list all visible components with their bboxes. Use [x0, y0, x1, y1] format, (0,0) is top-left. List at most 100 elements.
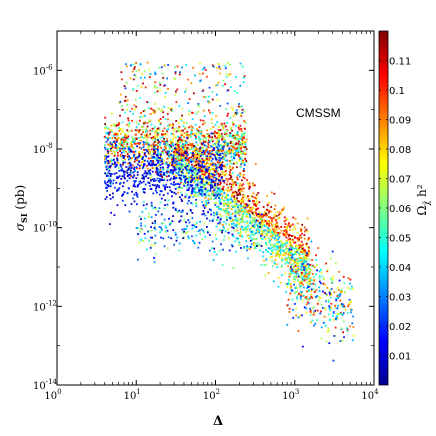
- data-point: [243, 164, 246, 166]
- data-point: [132, 113, 134, 115]
- data-point: [217, 129, 220, 131]
- data-point: [152, 162, 154, 165]
- y-tick-exp: -6: [46, 63, 53, 71]
- data-point: [105, 186, 108, 189]
- data-point: [234, 90, 236, 93]
- data-point: [194, 172, 197, 175]
- data-point: [159, 169, 162, 171]
- data-point: [151, 167, 154, 169]
- data-point: [295, 258, 298, 261]
- data-point: [228, 149, 231, 151]
- data-point: [209, 152, 212, 154]
- data-point: [159, 89, 161, 91]
- data-point: [307, 289, 310, 292]
- data-point: [250, 220, 252, 223]
- data-point: [108, 166, 111, 169]
- data-point: [255, 238, 257, 240]
- data-point: [153, 84, 156, 87]
- data-point: [224, 159, 227, 162]
- data-point: [143, 177, 145, 180]
- data-point: [277, 285, 280, 288]
- data-point: [188, 168, 191, 171]
- data-point: [208, 141, 211, 144]
- data-point: [225, 188, 228, 191]
- data-point: [232, 267, 235, 269]
- data-point: [223, 235, 226, 238]
- data-point: [270, 223, 273, 226]
- data-point: [183, 159, 186, 161]
- data-point: [215, 153, 218, 156]
- data-point: [254, 163, 257, 166]
- data-point: [235, 191, 238, 194]
- data-point: [285, 291, 287, 293]
- data-point: [243, 247, 245, 249]
- data-point: [109, 145, 112, 148]
- data-point: [248, 200, 251, 202]
- data-point: [143, 153, 146, 156]
- data-point: [240, 162, 243, 165]
- data-point: [136, 171, 139, 174]
- data-point: [138, 69, 140, 71]
- data-point: [243, 245, 246, 248]
- data-point: [249, 215, 251, 218]
- data-point: [194, 192, 197, 195]
- data-point: [162, 168, 164, 171]
- data-point: [211, 112, 214, 114]
- data-point: [153, 127, 155, 129]
- data-point: [180, 178, 183, 181]
- data-point: [173, 167, 176, 169]
- data-point: [226, 163, 229, 166]
- data-point: [266, 250, 268, 253]
- data-point: [275, 255, 277, 258]
- data-point: [175, 150, 178, 152]
- data-point: [187, 189, 190, 191]
- data-point: [180, 215, 183, 218]
- data-point: [244, 228, 247, 230]
- data-point: [229, 142, 232, 145]
- data-point: [150, 188, 153, 190]
- data-point: [134, 185, 137, 188]
- data-point: [144, 109, 147, 111]
- data-point: [215, 253, 218, 256]
- data-point: [229, 217, 232, 220]
- data-point: [218, 161, 221, 164]
- data-point: [112, 182, 115, 185]
- data-point: [253, 232, 256, 235]
- data-point: [243, 142, 245, 145]
- data-point: [196, 186, 198, 189]
- data-point: [179, 178, 182, 181]
- data-point: [159, 190, 162, 192]
- data-point: [172, 160, 175, 163]
- data-point: [216, 170, 219, 172]
- data-point: [237, 219, 240, 222]
- data-point: [236, 130, 239, 133]
- data-point: [133, 166, 136, 169]
- data-point: [152, 136, 155, 138]
- data-point: [144, 86, 147, 89]
- data-point: [325, 300, 327, 303]
- data-point: [234, 213, 237, 215]
- data-point: [159, 141, 162, 144]
- data-point: [191, 187, 194, 190]
- data-point: [200, 161, 202, 164]
- data-point: [194, 162, 197, 165]
- data-point: [256, 231, 258, 234]
- data-point: [251, 195, 254, 198]
- data-point: [142, 175, 145, 178]
- data-point: [302, 259, 304, 262]
- data-point: [176, 65, 179, 68]
- data-point: [113, 161, 116, 164]
- data-point: [184, 143, 187, 146]
- plot-area: [57, 31, 374, 385]
- data-point: [216, 219, 219, 222]
- data-point: [156, 172, 159, 175]
- data-point: [157, 141, 160, 144]
- data-point: [283, 206, 286, 209]
- data-point: [180, 158, 183, 161]
- data-point: [236, 92, 239, 94]
- data-point: [176, 186, 179, 189]
- data-point: [181, 107, 184, 110]
- data-point: [156, 170, 159, 173]
- data-point: [279, 250, 282, 252]
- data-point: [240, 147, 242, 150]
